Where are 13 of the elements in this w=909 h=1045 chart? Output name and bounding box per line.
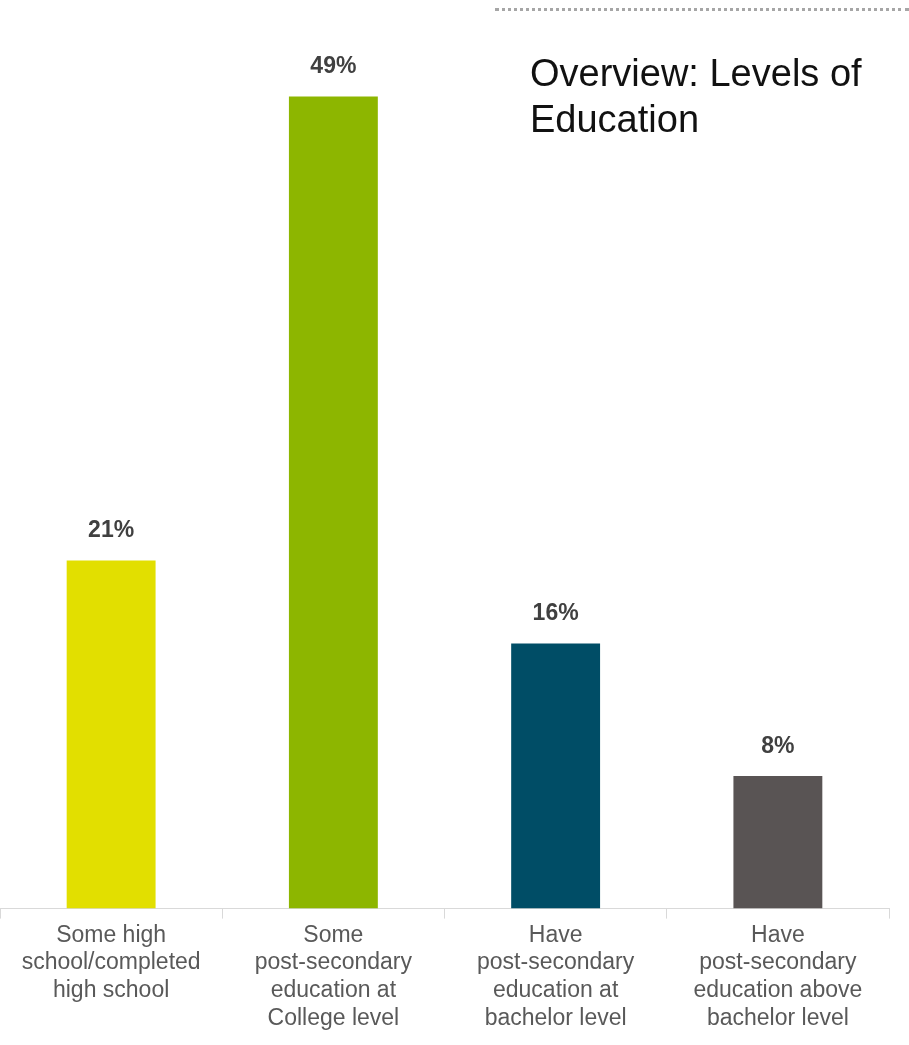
bar [66, 560, 156, 909]
bar [511, 643, 601, 909]
x-tick-label: Some high school/completed high school [21, 920, 201, 1002]
data-label: 8% [761, 731, 795, 758]
bar [733, 776, 823, 909]
data-label: 16% [532, 599, 579, 626]
chart-title: Overview: Levels of Education [530, 51, 863, 142]
x-tick-label: Have post-secondary education above bachelor level [693, 920, 863, 1030]
x-tick-label: Some post-secondary education at College level [254, 920, 413, 1030]
data-label: 49% [310, 52, 357, 79]
bar [288, 96, 378, 909]
data-label: 21% [88, 516, 135, 543]
x-tick-label: Have post-secondary education at bachelor level [477, 920, 635, 1030]
